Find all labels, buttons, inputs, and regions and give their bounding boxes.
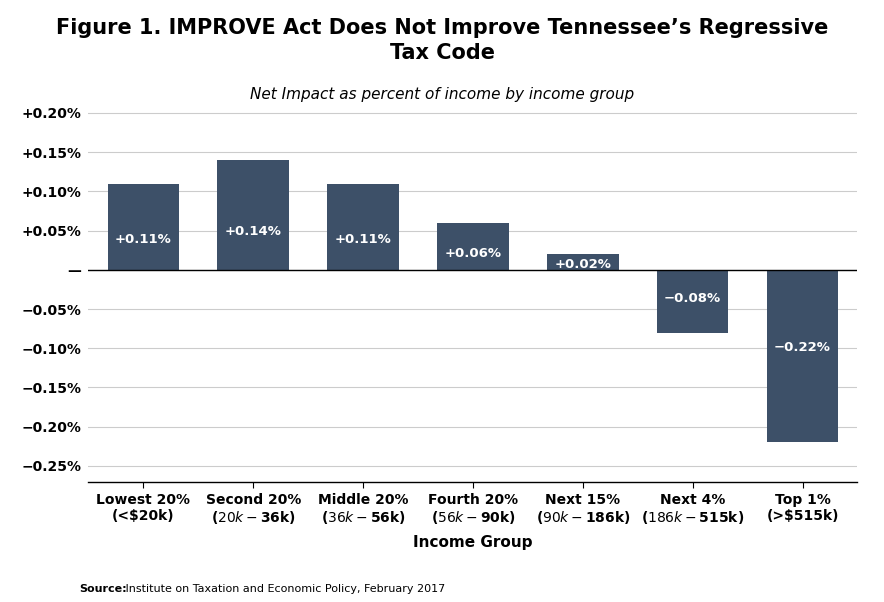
Text: +0.14%: +0.14% [225,225,282,238]
Bar [217,160,289,270]
Bar [108,184,179,270]
Text: −0.22%: −0.22% [774,341,831,354]
Text: −0.08%: −0.08% [664,291,721,305]
Bar [657,270,728,332]
Bar [327,184,399,270]
Text: +0.02%: +0.02% [554,258,611,271]
Bar [547,254,619,270]
Text: +0.11%: +0.11% [115,233,171,246]
Bar [766,270,838,442]
Bar [438,223,508,270]
Text: +0.06%: +0.06% [445,247,501,260]
Text: +0.11%: +0.11% [335,233,392,246]
Text: Institute on Taxation and Economic Policy, February 2017: Institute on Taxation and Economic Polic… [122,584,446,594]
Text: Net Impact as percent of income by income group: Net Impact as percent of income by incom… [250,87,634,102]
Text: Source:: Source: [80,584,127,594]
Text: Figure 1. IMPROVE Act Does Not Improve Tennessee’s Regressive
Tax Code: Figure 1. IMPROVE Act Does Not Improve T… [56,18,828,63]
X-axis label: Income Group: Income Group [413,535,533,550]
